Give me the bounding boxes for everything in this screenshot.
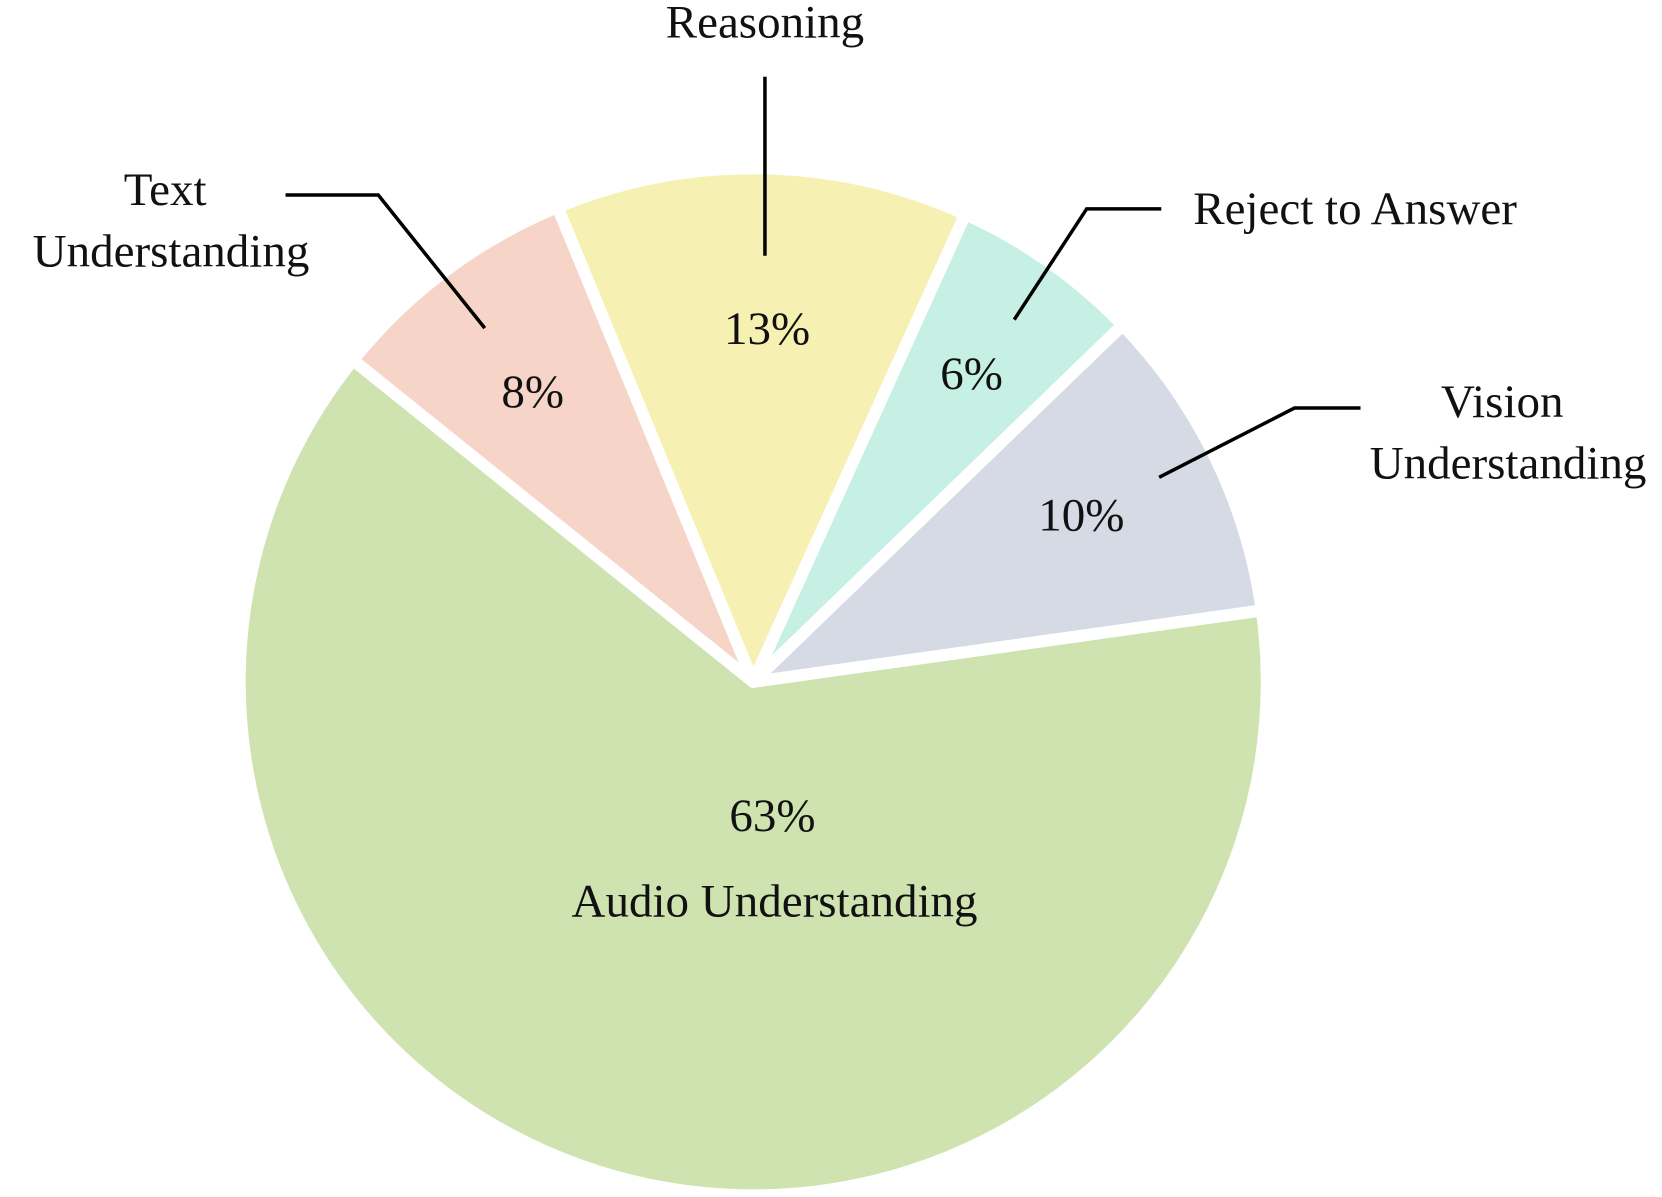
leader-line <box>1012 207 1162 321</box>
leader-line <box>1158 406 1361 479</box>
pie-slice <box>747 208 1129 688</box>
label-line: Vision <box>1441 376 1564 428</box>
pie-slice <box>233 354 1273 1197</box>
label-line: Understanding <box>1358 437 1646 489</box>
pie-slice <box>747 319 1268 688</box>
value-label: 13% <box>724 303 810 355</box>
label-line: Text <box>124 164 207 216</box>
category-label: Text Understanding <box>21 164 309 278</box>
value-label: 10% <box>1038 490 1124 542</box>
value-label: 8% <box>501 366 564 418</box>
category-label: Reasoning <box>666 0 864 48</box>
label-line: Understanding <box>21 225 309 277</box>
pie-slice <box>551 162 972 688</box>
category-label: Vision Understanding <box>1358 376 1646 490</box>
category-label: Reject to Answer <box>1193 183 1517 235</box>
leader-line <box>285 193 487 330</box>
value-label: 63% <box>729 790 815 842</box>
category-label: Audio Understanding <box>572 875 978 927</box>
value-label: 6% <box>940 348 1003 400</box>
pie-slice <box>347 201 760 688</box>
